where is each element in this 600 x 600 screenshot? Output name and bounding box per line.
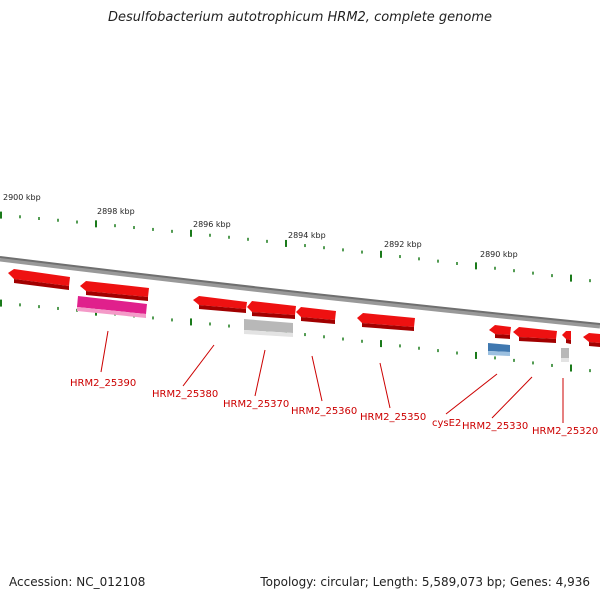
leader-cyse2 (445, 373, 498, 415)
leader-hrm2-25380 (182, 344, 215, 387)
gene-feature-cyse2[interactable] (488, 343, 510, 352)
leader-hrm2-25370 (254, 349, 266, 397)
gene-feature-11[interactable] (562, 331, 571, 340)
gene-feature-4[interactable] (247, 301, 296, 315)
genome-backbone (0, 256, 600, 325)
outer-tick-marks (0, 211, 591, 283)
gene-label-hrm2-25360[interactable]: HRM2_25360 (291, 406, 357, 417)
gene-label-hrm2-25390[interactable]: HRM2_25390 (70, 378, 136, 389)
gene-feature-8-shade (495, 334, 510, 339)
gene-label-hrm2-25350[interactable]: HRM2_25350 (360, 412, 426, 423)
gene-feature-hrm2-25380[interactable] (193, 296, 247, 309)
gene-feature-hrm2-25380-shade (199, 305, 246, 313)
gene-label-hrm2-25380[interactable]: HRM2_25380 (152, 389, 218, 400)
scale-label-2894: 2894 kbp (288, 231, 326, 240)
gene-feature-4-shade (252, 312, 295, 319)
leader-hrm2-25350 (379, 362, 391, 409)
leader-hrm2-25330 (491, 376, 533, 419)
gene-feature-13[interactable] (583, 333, 600, 343)
gene-feature-hrm2-25350[interactable] (357, 313, 415, 327)
gene-feature-hrm2-25390-shade (77, 307, 146, 318)
leader-hrm2-25360 (311, 355, 323, 402)
accession-label: Accession: NC_012108 (9, 575, 146, 589)
gene-feature-8[interactable] (489, 325, 511, 335)
genome-backbone-shadow (0, 256, 600, 329)
gene-feature-hrm2-25390[interactable] (77, 296, 147, 314)
gene-label-cyse2[interactable]: cysE2 (432, 418, 461, 429)
gene-feature-13-shade (589, 342, 600, 347)
gene-label-hrm2-25370[interactable]: HRM2_25370 (223, 399, 289, 410)
gene-feature-11-shade (566, 339, 571, 344)
gene-feature-hrm2-25360-shade (301, 317, 335, 324)
scale-label-2898: 2898 kbp (97, 207, 135, 216)
gene-label-hrm2-25320[interactable]: HRM2_25320 (532, 426, 598, 437)
scale-label-2900: 2900 kbp (3, 193, 41, 202)
gene-feature-1[interactable] (8, 269, 70, 286)
leader-hrm2-25390 (100, 330, 109, 373)
map-title: Desulfobacterium autotrophicum HRM2, com… (107, 10, 493, 25)
gene-feature-hrm2-25320[interactable] (561, 348, 569, 358)
scale-label-2896: 2896 kbp (193, 220, 231, 229)
gene-feature-hrm2-25370-shade (244, 330, 293, 337)
gene-feature-hrm2-25330-shade (519, 337, 556, 343)
gene-feature-hrm2-25360[interactable] (296, 307, 336, 320)
scale-label-2890: 2890 kbp (480, 250, 518, 259)
label-leader-lines (100, 330, 564, 423)
gene-feature-hrm2-25320-shade (561, 358, 569, 362)
gene-feature-hrm2-25330[interactable] (513, 327, 557, 339)
scale-label-2892: 2892 kbp (384, 240, 422, 249)
gene-feature-2[interactable] (80, 281, 149, 297)
genome-summary: Topology: circular; Length: 5,589,073 bp… (260, 575, 590, 589)
gene-feature-hrm2-25350-shade (362, 323, 414, 331)
gene-label-hrm2-25330[interactable]: HRM2_25330 (462, 421, 528, 432)
gene-feature-hrm2-25370[interactable] (244, 319, 293, 333)
gene-feature-1-shade (14, 279, 69, 290)
gene-feature-2-shade (86, 291, 148, 301)
gene-feature-cyse2-shade (488, 351, 510, 356)
